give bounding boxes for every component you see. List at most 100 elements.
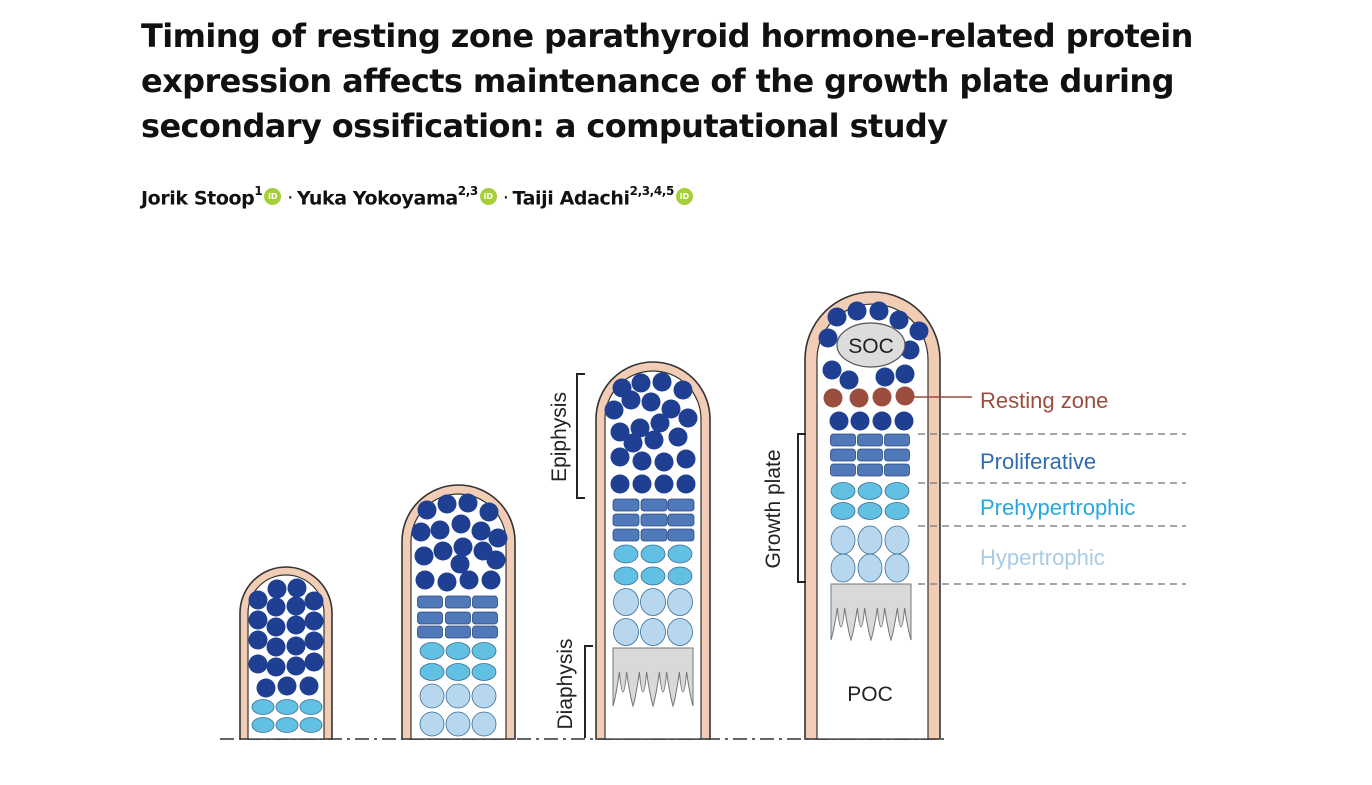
orcid-icon[interactable]: iD bbox=[264, 188, 282, 206]
resting-cell bbox=[632, 451, 652, 471]
resting-cell bbox=[894, 411, 914, 431]
resting-cell bbox=[631, 373, 651, 393]
author-affiliation: 1 bbox=[254, 184, 263, 198]
resting-cell bbox=[286, 615, 306, 635]
prehypertrophic-cell bbox=[251, 717, 275, 733]
resting-cell bbox=[847, 301, 867, 321]
resting-cell bbox=[256, 678, 276, 698]
prehypertrophic-cell bbox=[445, 663, 471, 681]
poc-label: POC bbox=[847, 683, 893, 706]
resting-cell bbox=[652, 372, 672, 392]
proliferative-cell bbox=[612, 498, 640, 512]
hypertrophic-cell bbox=[445, 711, 471, 737]
proliferative-cell bbox=[472, 611, 498, 625]
resting-cell bbox=[481, 570, 501, 590]
prehypertrophic-cell bbox=[857, 482, 883, 500]
soc-label: SOC bbox=[848, 335, 894, 358]
hypertrophic-cell bbox=[830, 553, 856, 583]
hypertrophic-cell bbox=[667, 588, 693, 616]
resting-cell bbox=[266, 637, 286, 657]
growth-plate-label: Growth plate bbox=[762, 449, 785, 568]
growth-plate-bracket bbox=[797, 433, 806, 583]
resting-cell bbox=[872, 411, 892, 431]
resting-cell bbox=[450, 554, 470, 574]
resting-cell bbox=[287, 578, 307, 598]
prehypertrophic-cell bbox=[299, 699, 323, 715]
hypertrophic-cell bbox=[419, 683, 445, 709]
prehypertrophic-cell bbox=[299, 717, 323, 733]
resting-cell bbox=[486, 550, 506, 570]
orcid-icon[interactable]: iD bbox=[675, 188, 693, 206]
resting-cell bbox=[437, 494, 457, 514]
resting-cell bbox=[644, 430, 664, 450]
bone-stage-2 bbox=[401, 484, 516, 740]
resting-cell bbox=[676, 474, 696, 494]
prehypertrophic-cell bbox=[830, 482, 856, 500]
author-affiliation: 2,3 bbox=[457, 184, 478, 198]
prehypertrophic-cell bbox=[667, 544, 693, 564]
diaphysis-label: Diaphysis bbox=[554, 638, 577, 729]
resting-zone-cell bbox=[872, 387, 892, 407]
resting-zone-cell bbox=[895, 386, 915, 406]
hypertrophic-cell bbox=[830, 525, 856, 555]
resting-cell bbox=[610, 474, 630, 494]
resting-cell bbox=[839, 370, 859, 390]
resting-cell bbox=[266, 597, 286, 617]
resting-cell bbox=[415, 570, 435, 590]
prehypertrophic-cell bbox=[419, 663, 445, 681]
author-name: Jorik Stoop bbox=[141, 187, 255, 210]
resting-cell bbox=[827, 307, 847, 327]
resting-cell bbox=[248, 610, 268, 630]
proliferative-cell bbox=[612, 513, 640, 527]
proliferative-cell bbox=[830, 433, 856, 447]
hypertrophic-cell bbox=[613, 618, 639, 646]
resting-cell bbox=[459, 570, 479, 590]
proliferative-cell bbox=[445, 611, 471, 625]
resting-cell bbox=[632, 474, 652, 494]
resting-cell bbox=[604, 400, 624, 420]
resting-cell bbox=[610, 447, 630, 467]
ossification-front bbox=[612, 647, 694, 708]
resting-cell bbox=[286, 596, 306, 616]
resting-cell bbox=[668, 427, 688, 447]
prehypertrophic-cell bbox=[830, 502, 856, 520]
paper-title: Timing of resting zone parathyroid hormo… bbox=[141, 17, 1193, 145]
resting-cell bbox=[411, 522, 431, 542]
proliferative-label: Proliferative bbox=[980, 449, 1096, 474]
bone-stage-3 bbox=[595, 361, 711, 740]
resting-cell bbox=[286, 656, 306, 676]
proliferative-cell bbox=[640, 513, 668, 527]
resting-cell bbox=[621, 390, 641, 410]
author-separator: · bbox=[287, 187, 293, 210]
diaphysis-bracket bbox=[584, 645, 593, 738]
proliferative-cell bbox=[445, 595, 471, 609]
orcid-icon[interactable]: iD bbox=[479, 188, 497, 206]
resting-cell bbox=[488, 528, 508, 548]
proliferative-cell bbox=[640, 528, 668, 542]
resting-cell bbox=[451, 514, 471, 534]
resting-cell bbox=[661, 399, 681, 419]
resting-cell bbox=[650, 413, 670, 433]
hypertrophic-cell bbox=[667, 618, 693, 646]
prehypertrophic-cell bbox=[613, 544, 639, 564]
resting-cell bbox=[433, 541, 453, 561]
resting-cell bbox=[458, 493, 478, 513]
resting-cell bbox=[678, 408, 698, 428]
proliferative-cell bbox=[884, 463, 910, 477]
prehypertrophic-cell bbox=[419, 642, 445, 660]
proliferative-cell bbox=[830, 463, 856, 477]
resting-zone-label: Resting zone bbox=[980, 388, 1108, 413]
prehypertrophic-cell bbox=[275, 717, 299, 733]
resting-cell bbox=[266, 617, 286, 637]
prehypertrophic-cell bbox=[471, 663, 497, 681]
bone-stages: SOC POC bbox=[239, 291, 941, 740]
resting-cell bbox=[304, 652, 324, 672]
proliferative-cell bbox=[667, 498, 695, 512]
resting-cell bbox=[610, 422, 630, 442]
proliferative-cell bbox=[417, 625, 443, 639]
resting-cell bbox=[414, 546, 434, 566]
ossification-front bbox=[830, 583, 912, 642]
resting-cell bbox=[304, 611, 324, 631]
proliferative-cell bbox=[857, 433, 883, 447]
hypertrophic-cell bbox=[884, 553, 910, 583]
